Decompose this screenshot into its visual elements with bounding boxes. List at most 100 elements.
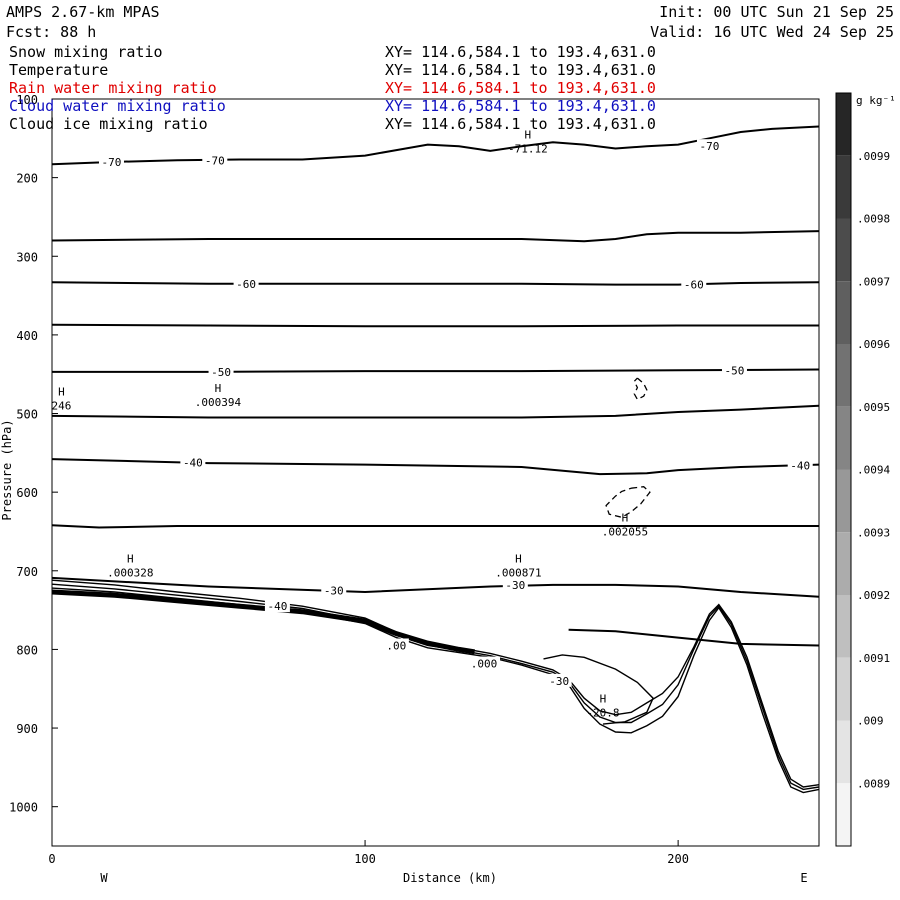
extremum-marker: H — [127, 552, 134, 565]
y-tick-label: 300 — [16, 250, 38, 264]
colorbar-segment — [836, 155, 851, 219]
contour-label: -30 — [324, 584, 344, 597]
contour-label-bg — [264, 599, 290, 613]
y-tick-label: 600 — [16, 486, 38, 500]
colorbar-label: .0096 — [857, 338, 890, 351]
snow-mixing-contour — [51, 589, 475, 655]
contour-label-bg — [502, 577, 528, 591]
isotherm-line — [51, 323, 819, 328]
y-tick-label: 700 — [16, 565, 38, 579]
colorbar-segment — [836, 218, 851, 282]
y-tick-label: 500 — [16, 408, 38, 422]
legend-field-range: XY= 114.6,584.1 to 193.4,631.0 — [385, 43, 656, 61]
forecast-hour: Fcst: 88 h — [6, 23, 96, 41]
colorbar-unit: g kg⁻¹ — [856, 94, 896, 107]
contour-label-bg — [383, 638, 409, 652]
colorbar-segment — [836, 469, 851, 533]
colorbar-segment — [836, 783, 851, 846]
valid-time: Valid: 16 UTC Wed 24 Sep 25 — [650, 23, 894, 41]
contour-label-bg — [208, 364, 234, 378]
isotherm-line — [51, 404, 820, 419]
isotherm-line — [51, 458, 820, 476]
west-label: W — [100, 871, 108, 885]
contour-label-bg — [202, 153, 228, 167]
colorbar-segment — [836, 657, 851, 721]
isotherm-line — [568, 628, 820, 647]
extremum-value: .000328 — [107, 566, 153, 579]
contour-label: -50 — [725, 364, 745, 377]
legend-field-name: Rain water mixing ratio — [9, 79, 217, 97]
colorbar-segment — [836, 720, 851, 784]
legend-field-range: XY= 114.6,584.1 to 193.4,631.0 — [385, 79, 656, 97]
x-tick-label: 100 — [354, 852, 376, 866]
y-axis: 100 200 300 400 500 600 700 800 900 1000 — [9, 93, 58, 815]
extremum-marker: H — [600, 692, 607, 705]
y-tick-label: 200 — [16, 172, 38, 186]
colorbar-label: .0091 — [857, 652, 890, 665]
isotherm-line — [51, 524, 819, 529]
extremum-marker: H — [525, 129, 532, 142]
contour-label: -70 — [102, 156, 122, 169]
colorbar-top-segment — [836, 93, 851, 156]
plot-frame — [51, 98, 820, 847]
contour-label: .000 — [471, 658, 498, 671]
colorbar-segment — [836, 532, 851, 595]
extremum-value: .000394 — [195, 396, 242, 409]
contour-label-bg — [233, 276, 259, 290]
colorbar-segment — [836, 406, 851, 470]
x-tick-label: 0 — [48, 852, 55, 866]
legend-field-name: Cloud ice mixing ratio — [9, 115, 208, 133]
rain-contour — [543, 654, 654, 725]
extremum-value: .000871 — [495, 566, 541, 579]
extremum-value: -71.12 — [508, 143, 548, 156]
init-time: Init: 00 UTC Sun 21 Sep 25 — [659, 3, 894, 21]
cloud-water-contours — [605, 377, 651, 518]
colorbar-label: .0094 — [857, 464, 890, 477]
legend-field-name: Cloud water mixing ratio — [9, 97, 226, 115]
extremum-value: 246 — [51, 400, 71, 413]
y-tick-label: 400 — [16, 329, 38, 343]
contour-label-bg — [787, 458, 813, 472]
colorbar-label: .009 — [857, 715, 884, 728]
extremum-value: .002055 — [602, 526, 648, 539]
legend-field-range: XY= 114.6,584.1 to 193.4,631.0 — [385, 115, 656, 133]
colorbar-segment — [836, 281, 851, 344]
isotherm-line — [51, 576, 820, 598]
x-tick-label: 200 — [667, 852, 689, 866]
contour-label: -70 — [699, 140, 719, 153]
contour-label: -30 — [505, 579, 525, 592]
extremum-marker: H — [515, 552, 522, 565]
cloud-water-contour — [633, 377, 648, 401]
contour-label-bg — [321, 583, 347, 597]
contour-label: .00 — [386, 639, 406, 652]
colorbar-label: .0089 — [857, 777, 890, 790]
colorbar: .0099 .0098 .0097 .0096 .0095 .0094 .0093 .0092… — [835, 92, 896, 847]
legend-field-name: Temperature — [9, 61, 108, 79]
contour-label: -70 — [205, 154, 225, 167]
colorbar-label: .0098 — [857, 213, 890, 226]
extremum-marker: H — [58, 386, 65, 399]
terrain-layer — [51, 579, 820, 794]
extremum-marker: H — [622, 512, 629, 525]
contour-label: -50 — [211, 366, 231, 379]
colorbar-segment — [836, 595, 851, 658]
contour-label: -40 — [267, 600, 287, 613]
contour-label: -40 — [183, 456, 203, 469]
contour-label-layer: -70 -70 -70 -60 -60 -50 -50 -40 -40 -30 -30 -40 -30.… — [98, 139, 813, 688]
colorbar-segment — [836, 344, 851, 407]
contour-label-bg — [721, 363, 747, 377]
legend-field-range: XY= 114.6,584.1 to 193.4,631.0 — [385, 61, 656, 79]
colorbar-frame — [835, 92, 852, 847]
contour-label-bg — [180, 455, 206, 469]
extremum-value: -20.8 — [586, 706, 619, 719]
terrain-contour — [51, 579, 820, 788]
model-title: AMPS 2.67-km MPAS — [6, 3, 160, 21]
y-tick-label: 1000 — [9, 801, 38, 815]
legend-field-name: Snow mixing ratio — [9, 43, 163, 61]
contour-label-bg — [696, 139, 722, 153]
contour-label: -60 — [684, 279, 704, 292]
contour-label-bg — [98, 154, 124, 168]
x-axis: 0 100 200 — [48, 840, 689, 866]
plot-area: -70 -70 -70 -60 -60 -50 -50 -40 -40 -30 -30 -40 -30.… — [51, 98, 820, 847]
